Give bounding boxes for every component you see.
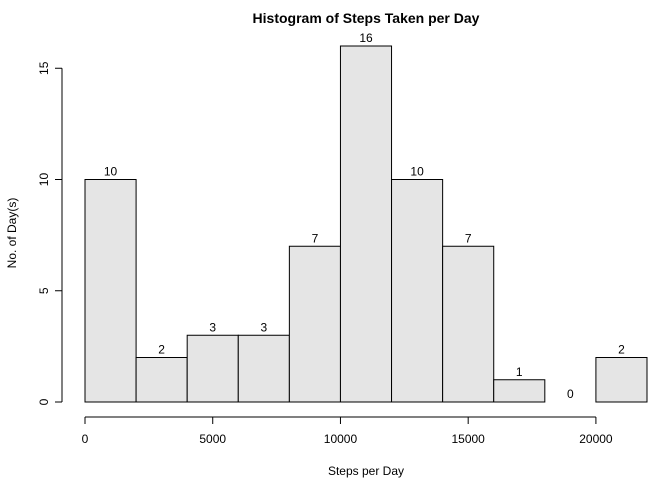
x-axis: 0 5000 10000 15000 20000	[82, 416, 613, 446]
histogram-bar-2	[186, 334, 239, 403]
y-axis: 0 5 10 15	[37, 61, 63, 405]
histogram-bar-10	[595, 357, 648, 403]
bar-count-label-10: 2	[618, 343, 625, 357]
bar-count-label-7: 7	[465, 231, 472, 245]
y-tick-label-3: 15	[37, 61, 51, 75]
y-tick-label-1: 5	[37, 287, 51, 294]
bars-group	[84, 45, 648, 403]
y-tick-label-0: 0	[37, 398, 51, 405]
bar-count-label-4: 7	[312, 231, 319, 245]
histogram-bar-0	[84, 179, 137, 403]
histogram-bar-1	[135, 357, 188, 403]
x-tick-label-4: 20000	[579, 432, 613, 446]
bar-count-label-6: 10	[410, 165, 424, 179]
x-tick-label-0: 0	[82, 432, 89, 446]
bar-count-label-5: 16	[359, 31, 373, 45]
histogram-bar-5	[339, 45, 393, 403]
x-tick-label-3: 15000	[451, 432, 485, 446]
chart-title: Histogram of Steps Taken per Day	[253, 10, 480, 26]
x-tick-label-2: 10000	[324, 432, 358, 446]
bar-count-label-9: 0	[567, 387, 574, 401]
bar-count-label-2: 3	[209, 320, 216, 334]
x-tick-label-1: 5000	[199, 432, 226, 446]
histogram-bar-3	[237, 334, 290, 403]
y-tick-label-2: 10	[37, 173, 51, 187]
histogram-bar-8	[493, 379, 546, 403]
bar-count-label-8: 1	[516, 365, 523, 379]
x-axis-label: Steps per Day	[328, 464, 404, 478]
histogram-bar-7	[442, 245, 495, 403]
histogram-bar-6	[391, 179, 444, 403]
bar-count-label-1: 2	[158, 343, 165, 357]
y-axis-label: No. of Day(s)	[5, 198, 19, 269]
histogram-bar-4	[288, 245, 341, 403]
bar-count-label-3: 3	[260, 320, 267, 334]
bar-count-label-0: 10	[104, 165, 118, 179]
